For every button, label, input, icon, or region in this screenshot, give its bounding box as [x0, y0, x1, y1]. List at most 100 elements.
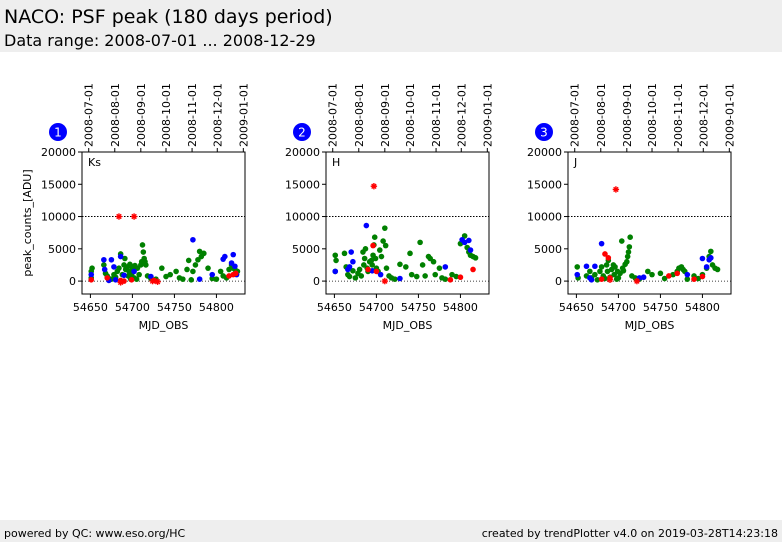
data-point: [226, 266, 232, 273]
data-point: [376, 247, 383, 253]
data-point: [699, 273, 706, 280]
panel-label: H: [332, 156, 340, 169]
data-point: [192, 262, 199, 268]
x-tick-label: 54750: [157, 301, 192, 314]
data-point: [703, 264, 710, 270]
markers: [88, 213, 241, 286]
data-point: [190, 268, 196, 275]
data-point: [333, 257, 339, 264]
data-point: [350, 258, 356, 265]
data-point: [447, 277, 454, 283]
plot-frame: [81, 151, 246, 295]
date-tick-label: 2008-10-01: [646, 83, 659, 147]
data-point: [674, 270, 681, 277]
data-point: [131, 268, 137, 275]
data-point: [117, 253, 124, 260]
x-tick-label: 54750: [401, 301, 436, 314]
panel-badge-icon: [293, 123, 311, 141]
data-point: [449, 271, 455, 278]
data-point-star: [370, 183, 378, 190]
data-point: [372, 255, 379, 262]
data-point: [378, 253, 385, 260]
data-point: [605, 255, 612, 261]
data-point: [403, 264, 409, 270]
data-point: [88, 271, 95, 278]
data-point: [163, 273, 169, 280]
data-point: [661, 275, 668, 282]
data-point: [598, 276, 605, 282]
data-point: [397, 261, 403, 268]
data-point: [112, 277, 119, 283]
data-point: [185, 257, 192, 264]
data-point: [133, 276, 140, 282]
data-point: [574, 264, 581, 270]
data-point: [422, 273, 428, 279]
data-point: [457, 274, 464, 281]
data-point-star: [149, 277, 156, 285]
footer-created-by: created by trendPlotter v4.0 on 2019-03-…: [481, 527, 778, 540]
data-point: [101, 256, 107, 263]
data-point: [184, 266, 190, 273]
data-point-star: [117, 279, 124, 286]
data-point: [625, 249, 632, 255]
data-point: [430, 258, 437, 265]
data-point: [583, 263, 590, 270]
data-point: [612, 264, 618, 270]
data-point: [691, 276, 697, 282]
x-axis-label: MJD_OBS: [383, 319, 433, 332]
data-point: [645, 268, 651, 275]
data-point: [695, 275, 702, 282]
x-tick-label: 54700: [359, 301, 394, 314]
chart-panel-2: 0 5000 10000 15000 20000 54650 54700 54750 54800…: [285, 83, 494, 332]
data-point: [574, 271, 581, 278]
date-tick-label: 2008-11-01: [186, 83, 199, 147]
y-tick-label: 20000: [527, 146, 562, 159]
data-point: [442, 276, 449, 282]
data-point: [196, 248, 203, 255]
data-point: [436, 265, 443, 271]
panel-label: Ks: [88, 156, 101, 169]
data-point: [190, 236, 196, 243]
data-point: [453, 273, 460, 280]
data-point: [382, 242, 389, 249]
data-point: [598, 264, 605, 270]
data-point: [101, 266, 108, 273]
panel-badge-number: 3: [540, 126, 548, 140]
data-point: [588, 277, 595, 283]
data-point: [470, 266, 476, 273]
markers: [332, 183, 479, 285]
x-tick-label: 54800: [199, 301, 234, 314]
data-point: [196, 276, 203, 282]
date-tick-label: 2008-11-01: [430, 83, 443, 147]
data-point: [352, 275, 359, 281]
data-point: [615, 275, 622, 281]
data-point-star: [612, 186, 620, 193]
data-point: [417, 239, 423, 246]
data-point: [230, 251, 237, 258]
data-point: [332, 252, 339, 259]
data-point: [173, 268, 179, 275]
data-point: [362, 246, 369, 252]
page-title: NACO: PSF peak (180 days period): [4, 6, 333, 28]
data-point: [413, 273, 420, 280]
x-axis-label: MJD_OBS: [139, 319, 189, 332]
data-point: [603, 262, 610, 268]
data-point: [341, 250, 348, 257]
x-tick-label: 54700: [601, 301, 636, 314]
date-tick-label: 2008-11-01: [672, 83, 685, 147]
plot-frame: [325, 151, 490, 295]
chart-panel-3: 0 5000 10000 15000 20000 54650 54700 54750 54800…: [527, 83, 736, 332]
y-tick-label: 15000: [285, 178, 320, 191]
date-tick-label: 2008-08-01: [109, 83, 122, 147]
data-point: [101, 262, 107, 268]
data-point: [371, 234, 378, 240]
data-point: [620, 267, 627, 274]
data-point: [587, 268, 593, 275]
data-point-star: [633, 277, 641, 285]
data-point: [597, 268, 603, 275]
footer-powered-by: powered by QC: www.eso.org/HC: [4, 527, 186, 540]
date-tick-label: 2008-08-01: [595, 83, 608, 147]
panel-badge-number: 1: [54, 126, 62, 140]
x-tick-label: 54650: [559, 301, 594, 314]
data-point: [368, 257, 375, 264]
